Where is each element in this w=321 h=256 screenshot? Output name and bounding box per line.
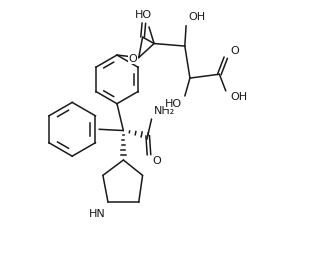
Text: O: O [230, 46, 239, 56]
Text: HO: HO [135, 10, 152, 20]
Text: NH₂: NH₂ [154, 106, 175, 116]
Text: O: O [152, 156, 161, 166]
Text: HO: HO [165, 99, 182, 109]
Text: OH: OH [189, 12, 206, 22]
Text: OH: OH [230, 92, 247, 102]
Text: HN: HN [89, 209, 106, 219]
Text: O: O [129, 54, 137, 64]
